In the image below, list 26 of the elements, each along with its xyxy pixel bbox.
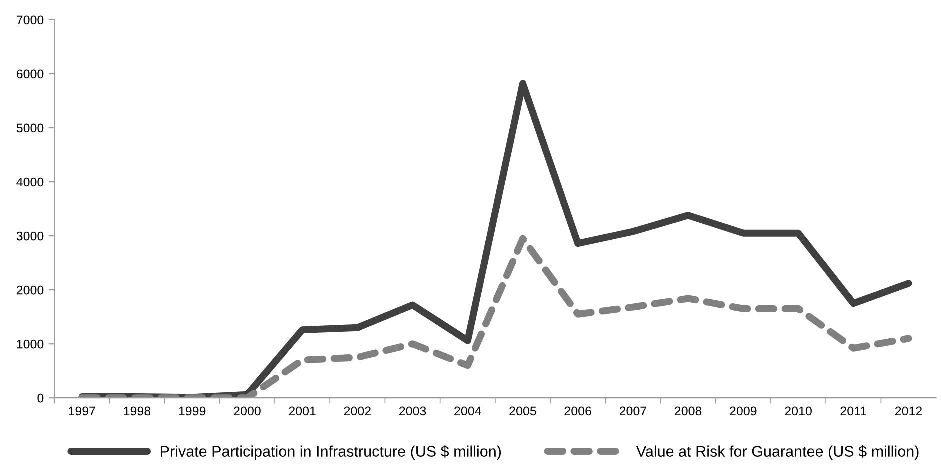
x-tick-label: 2003 (400, 406, 426, 416)
y-tick-label: 3000 (16, 232, 44, 241)
y-tick-label: 5000 (16, 124, 44, 133)
x-tick-label: 2011 (840, 406, 866, 416)
x-tick-label: 2012 (895, 406, 922, 416)
x-tick-label: 2009 (730, 406, 757, 416)
y-tick-label: 4000 (16, 178, 44, 187)
x-tick-label: 2004 (454, 406, 482, 416)
x-tick-label: 2008 (675, 406, 702, 416)
legend-label: Private Participation in Infrastructure (US $ million) (161, 446, 502, 460)
x-tick-label: 2002 (344, 406, 371, 416)
y-tick-label: 7000 (16, 16, 44, 25)
x-tick-label: 2001 (289, 406, 316, 416)
y-tick-label: 1000 (17, 340, 44, 349)
x-tick-label: 2000 (234, 406, 261, 416)
y-tick-label: 0 (38, 394, 44, 403)
legend-label: Value at Risk for Guarantee (US $ million) (636, 446, 919, 460)
x-tick-label: 1998 (124, 406, 151, 416)
y-tick-label: 6000 (16, 70, 44, 79)
y-tick-label: 2000 (16, 286, 44, 295)
x-tick-label: 1997 (69, 406, 96, 416)
x-tick-label: 2007 (620, 406, 646, 416)
x-tick-label: 2005 (510, 406, 536, 416)
x-tick-label: 1999 (179, 406, 206, 416)
x-tick-label: 2010 (785, 406, 812, 416)
x-tick-label: 2006 (564, 406, 592, 416)
